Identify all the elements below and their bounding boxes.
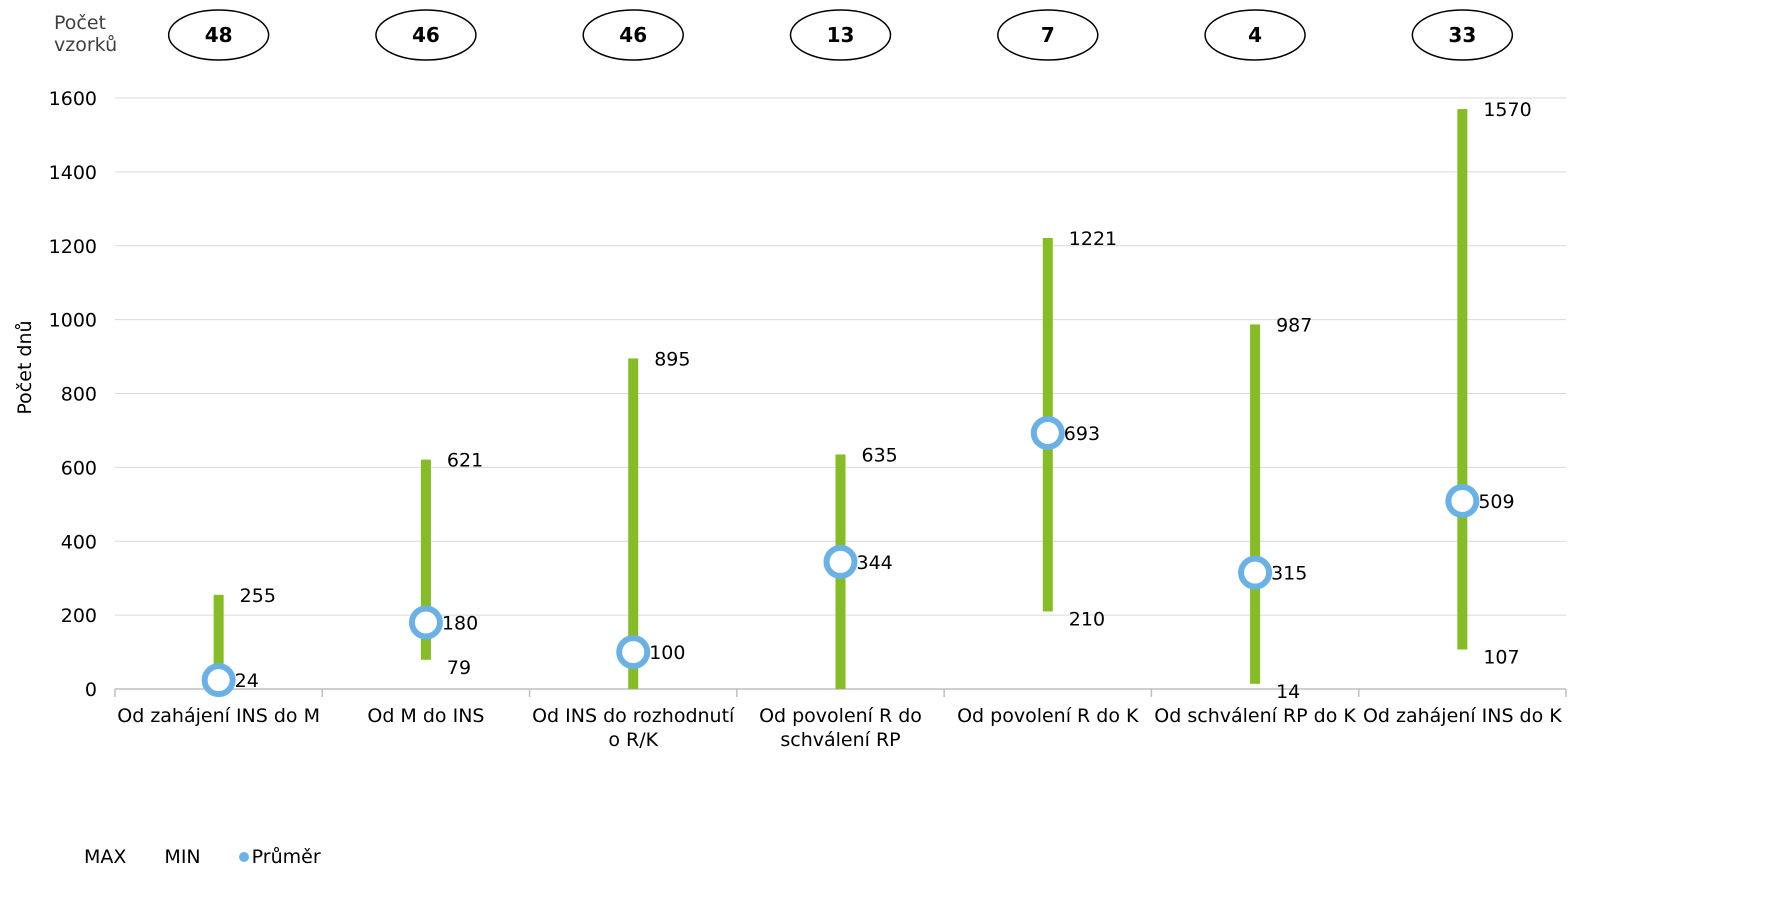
- average-value-label: 693: [1064, 423, 1100, 445]
- range-bar: [213, 594, 224, 689]
- sample-count-ellipse: [167, 9, 270, 61]
- average-value-label: 24: [235, 670, 259, 692]
- range-bar: [420, 459, 431, 660]
- legend-item-min: MIN: [164, 846, 200, 868]
- y-tick-label: 1400: [49, 162, 97, 184]
- min-value-label: 14: [1276, 681, 1300, 703]
- x-category-label: Od zahájení INS do K: [1363, 705, 1562, 727]
- y-tick-label: 1200: [49, 236, 97, 258]
- legend-label-average: Průměr: [251, 846, 321, 868]
- sample-count-value: 46: [619, 23, 647, 47]
- max-value-label: 255: [240, 585, 276, 607]
- average-marker: [201, 663, 236, 698]
- min-value-label: 210: [1069, 608, 1105, 630]
- max-value-label: 987: [1276, 314, 1312, 336]
- min-value-label: 79: [447, 657, 471, 679]
- sample-count-title: Počet vzorků: [54, 12, 117, 56]
- max-value-label: 1221: [1069, 228, 1117, 250]
- min-value-label: 107: [1483, 646, 1519, 668]
- y-tick-label: 0: [85, 679, 97, 701]
- y-tick-label: 200: [61, 605, 97, 627]
- average-marker: [408, 605, 443, 640]
- x-category-label: Od M do INS: [367, 705, 484, 727]
- sample-count-value: 7: [1041, 23, 1055, 47]
- sample-count-value: 46: [412, 23, 440, 47]
- max-value-label: 1570: [1483, 99, 1531, 121]
- max-value-label: 635: [862, 444, 898, 466]
- x-category-label: Od schválení RP do K: [1154, 705, 1356, 727]
- x-category-label: schválení RP: [780, 729, 900, 751]
- average-value-label: 100: [649, 642, 685, 664]
- sample-count-title-line1: Počet: [54, 12, 106, 34]
- average-marker: [616, 635, 651, 670]
- y-tick-label: 400: [61, 531, 97, 553]
- average-marker: [1030, 416, 1065, 451]
- sample-count-ellipse: [789, 9, 892, 61]
- legend-item-average: Průměr: [238, 846, 321, 868]
- legend-label-max: MAX: [84, 846, 127, 868]
- sample-count-title-line2: vzorků: [54, 34, 118, 56]
- average-marker: [823, 544, 858, 579]
- x-category-label: Od zahájení INS do M: [117, 705, 320, 727]
- x-category-label: Od INS do rozhodnutí: [532, 705, 735, 727]
- sample-count-value: 13: [827, 23, 855, 47]
- sample-count-value: 48: [205, 23, 233, 47]
- average-value-label: 180: [442, 613, 478, 635]
- average-marker: [1445, 483, 1480, 518]
- average-marker: [1238, 555, 1273, 590]
- y-tick-label: 1600: [49, 88, 97, 110]
- legend-label-min: MIN: [164, 846, 201, 868]
- sample-count-ellipse: [1204, 9, 1306, 61]
- range-bar: [1250, 324, 1261, 684]
- average-marker-icon: [238, 852, 249, 862]
- average-value-label: 315: [1271, 563, 1307, 585]
- sample-count-value: 4: [1248, 23, 1262, 47]
- x-category-label: Od povolení R do: [759, 705, 922, 727]
- legend: MAX MIN Průměr: [84, 846, 359, 868]
- max-value-label: 621: [447, 450, 483, 472]
- x-category-label: o R/K: [608, 729, 658, 751]
- x-category-label: Od povolení R do K: [957, 705, 1139, 727]
- range-bar: [628, 358, 639, 689]
- y-axis-title: Počet dnů: [14, 320, 36, 414]
- sample-count-ellipse: [582, 9, 684, 61]
- y-tick-label: 600: [61, 457, 97, 479]
- sample-count-ellipse: [375, 9, 477, 61]
- average-value-label: 509: [1478, 491, 1514, 513]
- y-tick-label: 1000: [49, 310, 97, 332]
- range-bar: [1457, 109, 1468, 650]
- y-tick-label: 800: [61, 384, 97, 406]
- legend-item-max: MAX: [84, 846, 126, 868]
- average-value-label: 344: [857, 552, 893, 574]
- sample-count-ellipse: [1411, 9, 1514, 61]
- sample-count-ellipse: [997, 9, 1099, 61]
- max-value-label: 895: [654, 348, 690, 370]
- sample-count-value: 33: [1448, 23, 1476, 47]
